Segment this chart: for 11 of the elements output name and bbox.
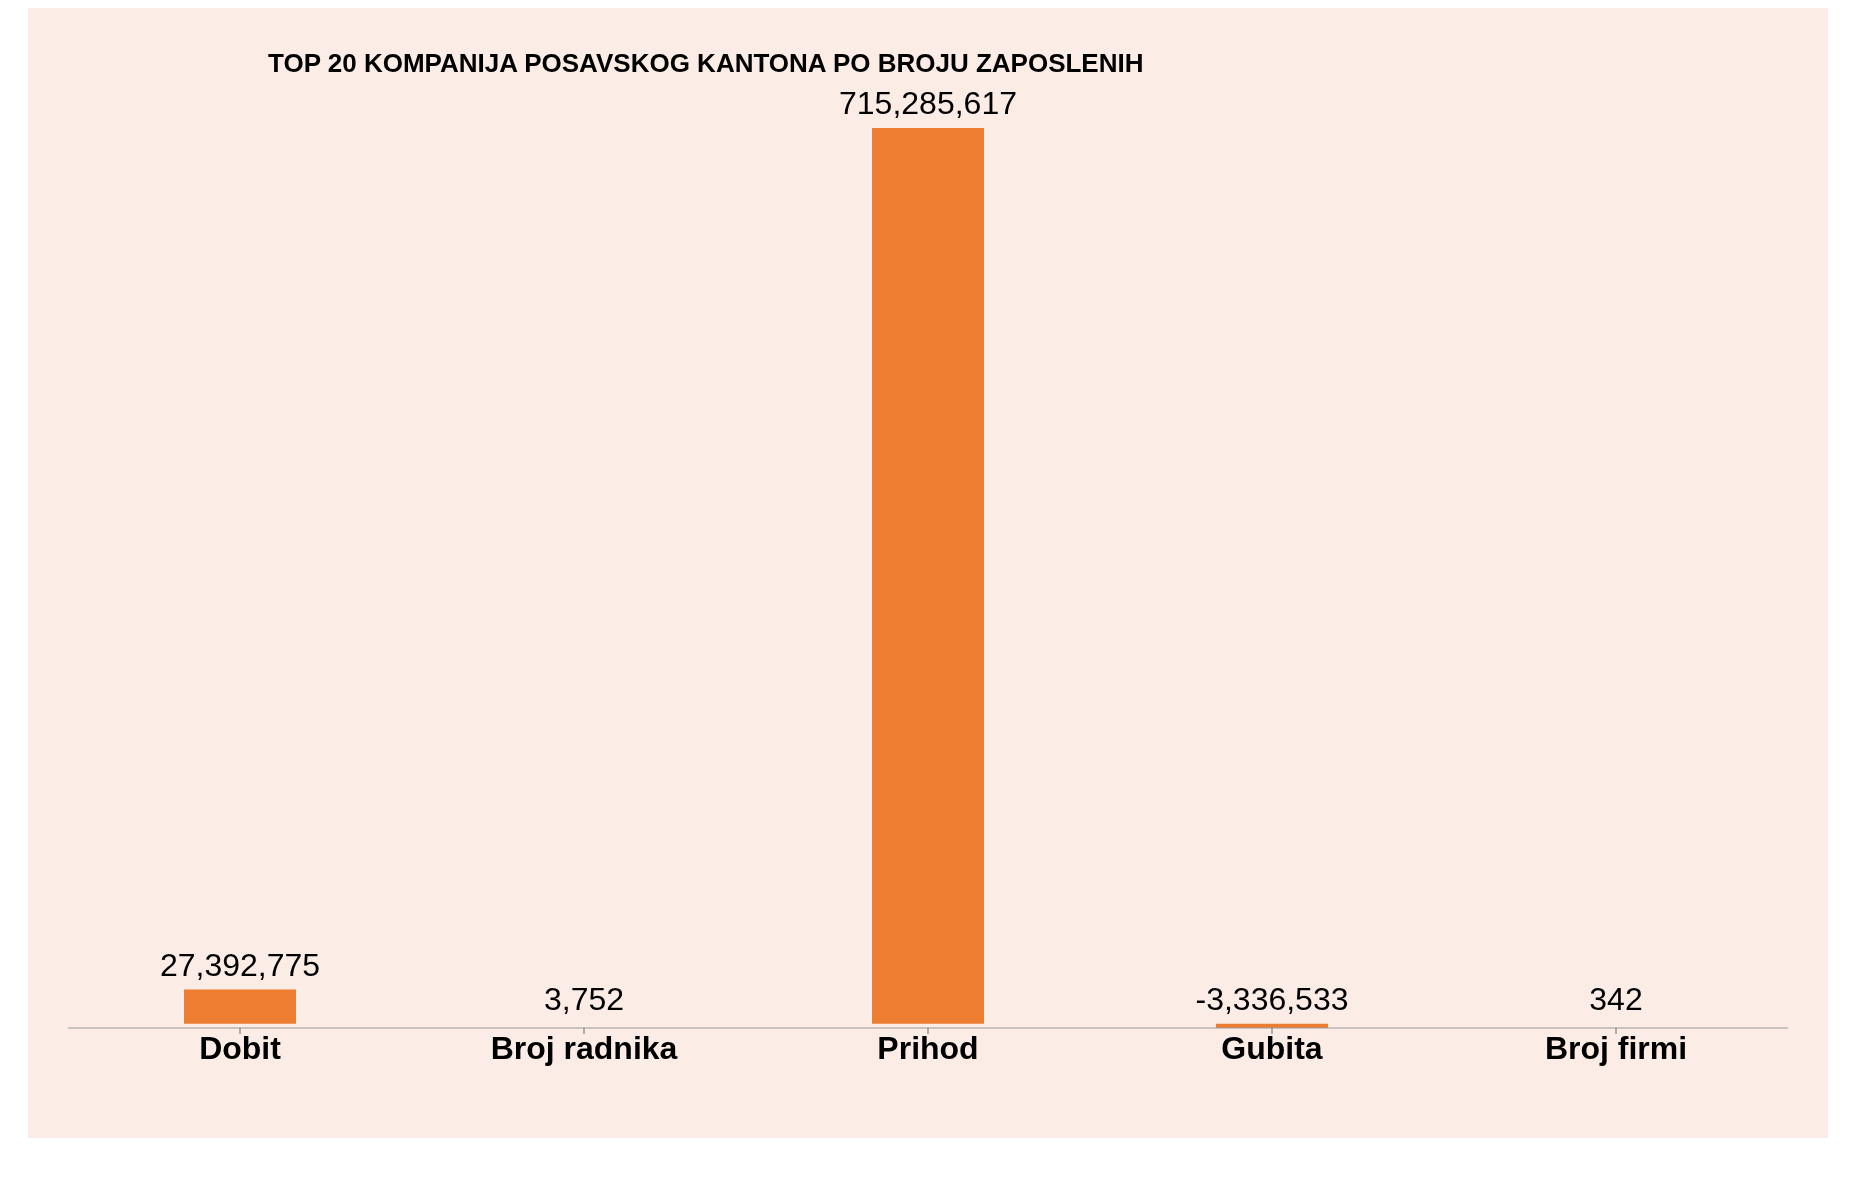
chart-title: TOP 20 KOMPANIJA POSAVSKOG KANTONA PO BROJU ZAPOSLENIH [268,48,1144,79]
x-tick-label: Broj radnika [490,1029,678,1066]
data-label: 3,752 [543,980,625,1017]
data-label: 715,285,617 [839,85,1017,121]
x-tick-label: Gubita [1221,1029,1323,1066]
data-label: -3,336,533 [1195,980,1349,1017]
x-tick-label: Dobit [199,1029,282,1066]
x-tick-label: Prihod [877,1029,979,1066]
data-label: 342 [1589,980,1643,1017]
data-label: 27,392,775 [159,946,321,983]
x-tick-label: Broj firmi [1544,1029,1688,1066]
